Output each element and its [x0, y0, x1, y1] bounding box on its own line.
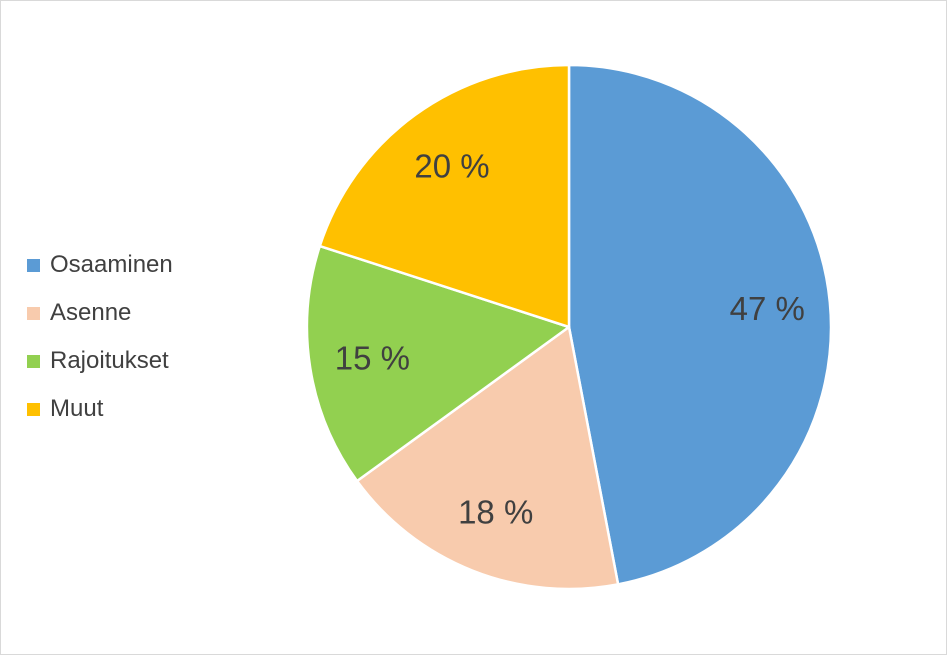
pie-slice-asenne	[355, 325, 620, 591]
data-label-osaaminen: 47 %	[730, 290, 805, 327]
data-label-asenne: 18 %	[458, 494, 533, 531]
legend-swatch-osaaminen	[27, 258, 40, 272]
legend-label-osaaminen: Osaaminen	[50, 251, 173, 278]
legend-label-muut: Muut	[50, 395, 104, 422]
legend-swatch-asenne	[27, 306, 40, 320]
pie-slice-rajoitukset	[305, 244, 571, 483]
legend-item-osaaminen: Osaaminen	[27, 241, 173, 289]
pie-slice-osaaminen	[567, 63, 833, 586]
legend-swatch-rajoitukset	[27, 354, 40, 368]
pie-slice-muut	[318, 63, 571, 329]
legend-item-muut: Muut	[27, 385, 173, 433]
legend-label-rajoitukset: Rajoitukset	[50, 347, 169, 374]
legend-item-asenne: Asenne	[27, 289, 173, 337]
legend: Osaaminen Asenne Rajoitukset Muut	[27, 241, 173, 433]
data-label-muut: 20 %	[414, 147, 489, 184]
legend-item-rajoitukset: Rajoitukset	[27, 337, 173, 385]
data-label-rajoitukset: 15 %	[335, 340, 410, 377]
legend-label-asenne: Asenne	[50, 299, 132, 326]
legend-swatch-muut	[27, 402, 40, 416]
